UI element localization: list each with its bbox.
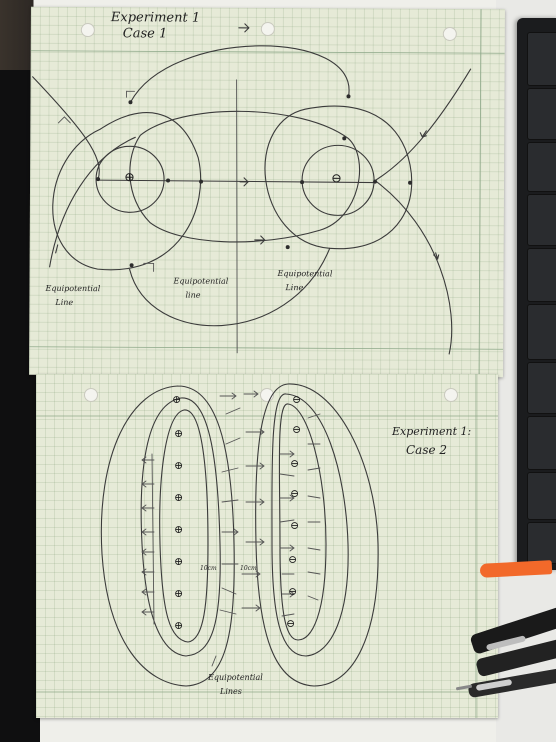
positive-charge-symbol: ⊕ (174, 587, 184, 600)
equipotential-label-bottom-lines: Lines (220, 687, 242, 696)
keyboard-key (527, 142, 556, 192)
title-case: Case 2 (406, 443, 448, 457)
negative-charge-symbol: ⊖ (290, 519, 300, 532)
equipotential-label-right: Equipotential (277, 269, 333, 279)
equipotential-label-left: Equipotential (45, 283, 101, 294)
title-experiment: Experiment 1 (110, 10, 201, 26)
negative-charge-symbol: ⊖ (290, 487, 300, 500)
equipotential-label-right-line: Line (285, 283, 304, 293)
keyboard-key (527, 472, 556, 520)
equipotential-label-mid: Equipotential (173, 276, 229, 286)
positive-charge-symbol: ⊕ (174, 619, 184, 632)
positive-charge-symbol: ⊕ (174, 459, 184, 472)
keyboard-key (527, 248, 556, 302)
negative-charge-symbol: ⊖ (286, 617, 296, 630)
keyboard-key (527, 304, 556, 360)
positive-charge-symbol: ⊕ (172, 393, 182, 406)
distance-mark: 10cm (200, 565, 217, 572)
graph-paper-sheet-1: ⊕ ⊖ Experiment 1 Case 1 Equipotential Li… (29, 6, 505, 378)
keyboard-key (527, 88, 556, 140)
keyboard-key (527, 416, 556, 470)
positive-charge-symbol: ⊕ (174, 427, 184, 440)
field-diagram-case-1 (29, 9, 505, 378)
negative-charge-symbol: ⊖ (288, 553, 298, 566)
graph-paper-sheet-2: ⊕ ⊕ ⊕ ⊕ ⊕ ⊕ ⊕ ⊕ ⊖ ⊖ ⊖ ⊖ ⊖ ⊖ ⊖ ⊖ 10cm 10c… (36, 374, 498, 718)
field-diagram-case-2 (36, 374, 498, 718)
positive-charge-symbol: ⊕ (124, 170, 136, 186)
keyboard-key (527, 522, 556, 564)
equipotential-label-mid-line: line (185, 290, 201, 300)
title-case: Case 1 (122, 26, 168, 42)
positive-charge-symbol: ⊕ (174, 555, 184, 568)
keyboard-key (527, 362, 556, 414)
grid-lines (36, 374, 498, 718)
negative-charge-symbol: ⊖ (292, 423, 302, 436)
positive-charge-symbol: ⊕ (174, 523, 184, 536)
distance-mark: 10cm (240, 565, 257, 572)
positive-charge-symbol: ⊕ (174, 491, 184, 504)
negative-charge-symbol: ⊖ (288, 585, 298, 598)
punch-hole (444, 388, 458, 402)
equipotential-label-left-line: Line (55, 297, 74, 307)
negative-charge-symbol: ⊖ (292, 393, 302, 406)
keyboard-key (527, 32, 556, 86)
negative-charge-symbol: ⊖ (290, 457, 300, 470)
keyboard-key (527, 194, 556, 246)
punch-hole (84, 388, 98, 402)
title-experiment: Experiment 1: (392, 425, 472, 438)
negative-charge-symbol: ⊖ (331, 171, 343, 187)
equipotential-label-bottom: Equipotential (208, 673, 263, 682)
keyboard (517, 18, 556, 570)
